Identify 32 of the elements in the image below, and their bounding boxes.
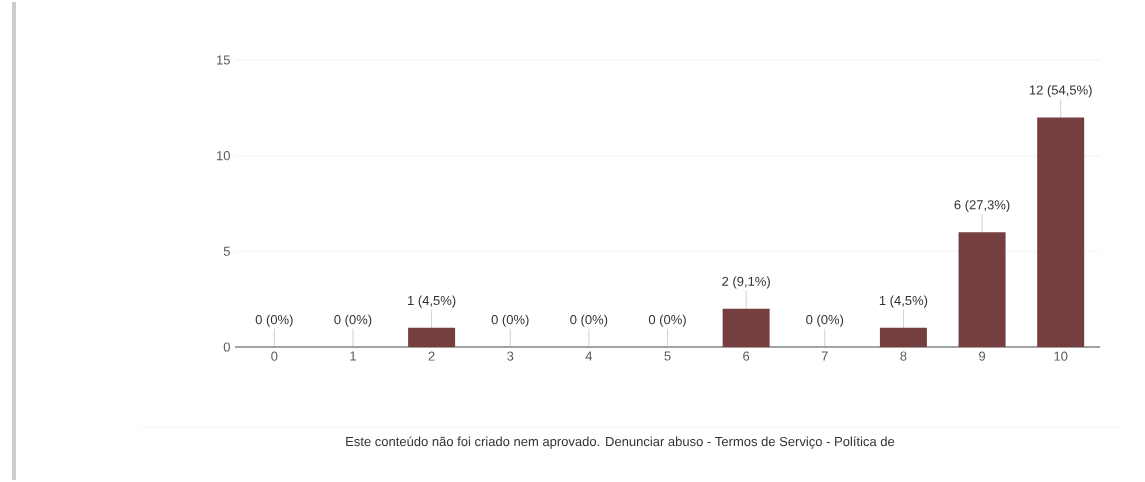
text: Este conteúdo não foi criado nem aprovado. Denunciar abuso - Termos de Serviço - Política de [346,436,895,449]
y-tick-label: 10 [217,151,230,161]
data-label: 2 (9,1%) [722,276,770,289]
bar [722,308,770,347]
x-tick-label: 10 [1054,351,1068,361]
data-label: 0 (0%) [806,314,844,327]
x-tick-label: 5 [664,351,671,361]
x-tick-label: 3 [507,351,514,361]
y-tick-label: 5 [223,246,230,256]
y-tick-label: 15 [217,55,230,65]
bar [408,327,456,347]
x-tick-label: 6 [743,351,750,361]
x-tick-label: 7 [821,351,828,361]
data-label: 0 (0%) [334,314,372,327]
data-label: 0 (0%) [648,314,686,327]
data-label: 0 (0%) [570,314,608,327]
data-label: 12 (54,5%) [1029,85,1092,98]
data-label: 1 (4,5%) [408,295,456,308]
data-label: 1 (4,5%) [879,295,928,308]
data-label: 6 (27,3%) [954,199,1010,212]
x-tick-label: 8 [900,351,907,361]
data-label: 0 (0%) [491,314,529,327]
y-tick-label: 0 [223,342,230,352]
data-label: 0 (0%) [255,314,293,327]
x-tick-label: 9 [979,351,986,361]
bar [958,232,1006,347]
bar [1037,117,1085,347]
x-tick-label: 4 [585,351,593,361]
x-tick-label: 2 [428,351,435,361]
x-tick-label: 0 [271,351,278,361]
bar [879,327,927,347]
x-tick-label: 1 [350,351,356,361]
